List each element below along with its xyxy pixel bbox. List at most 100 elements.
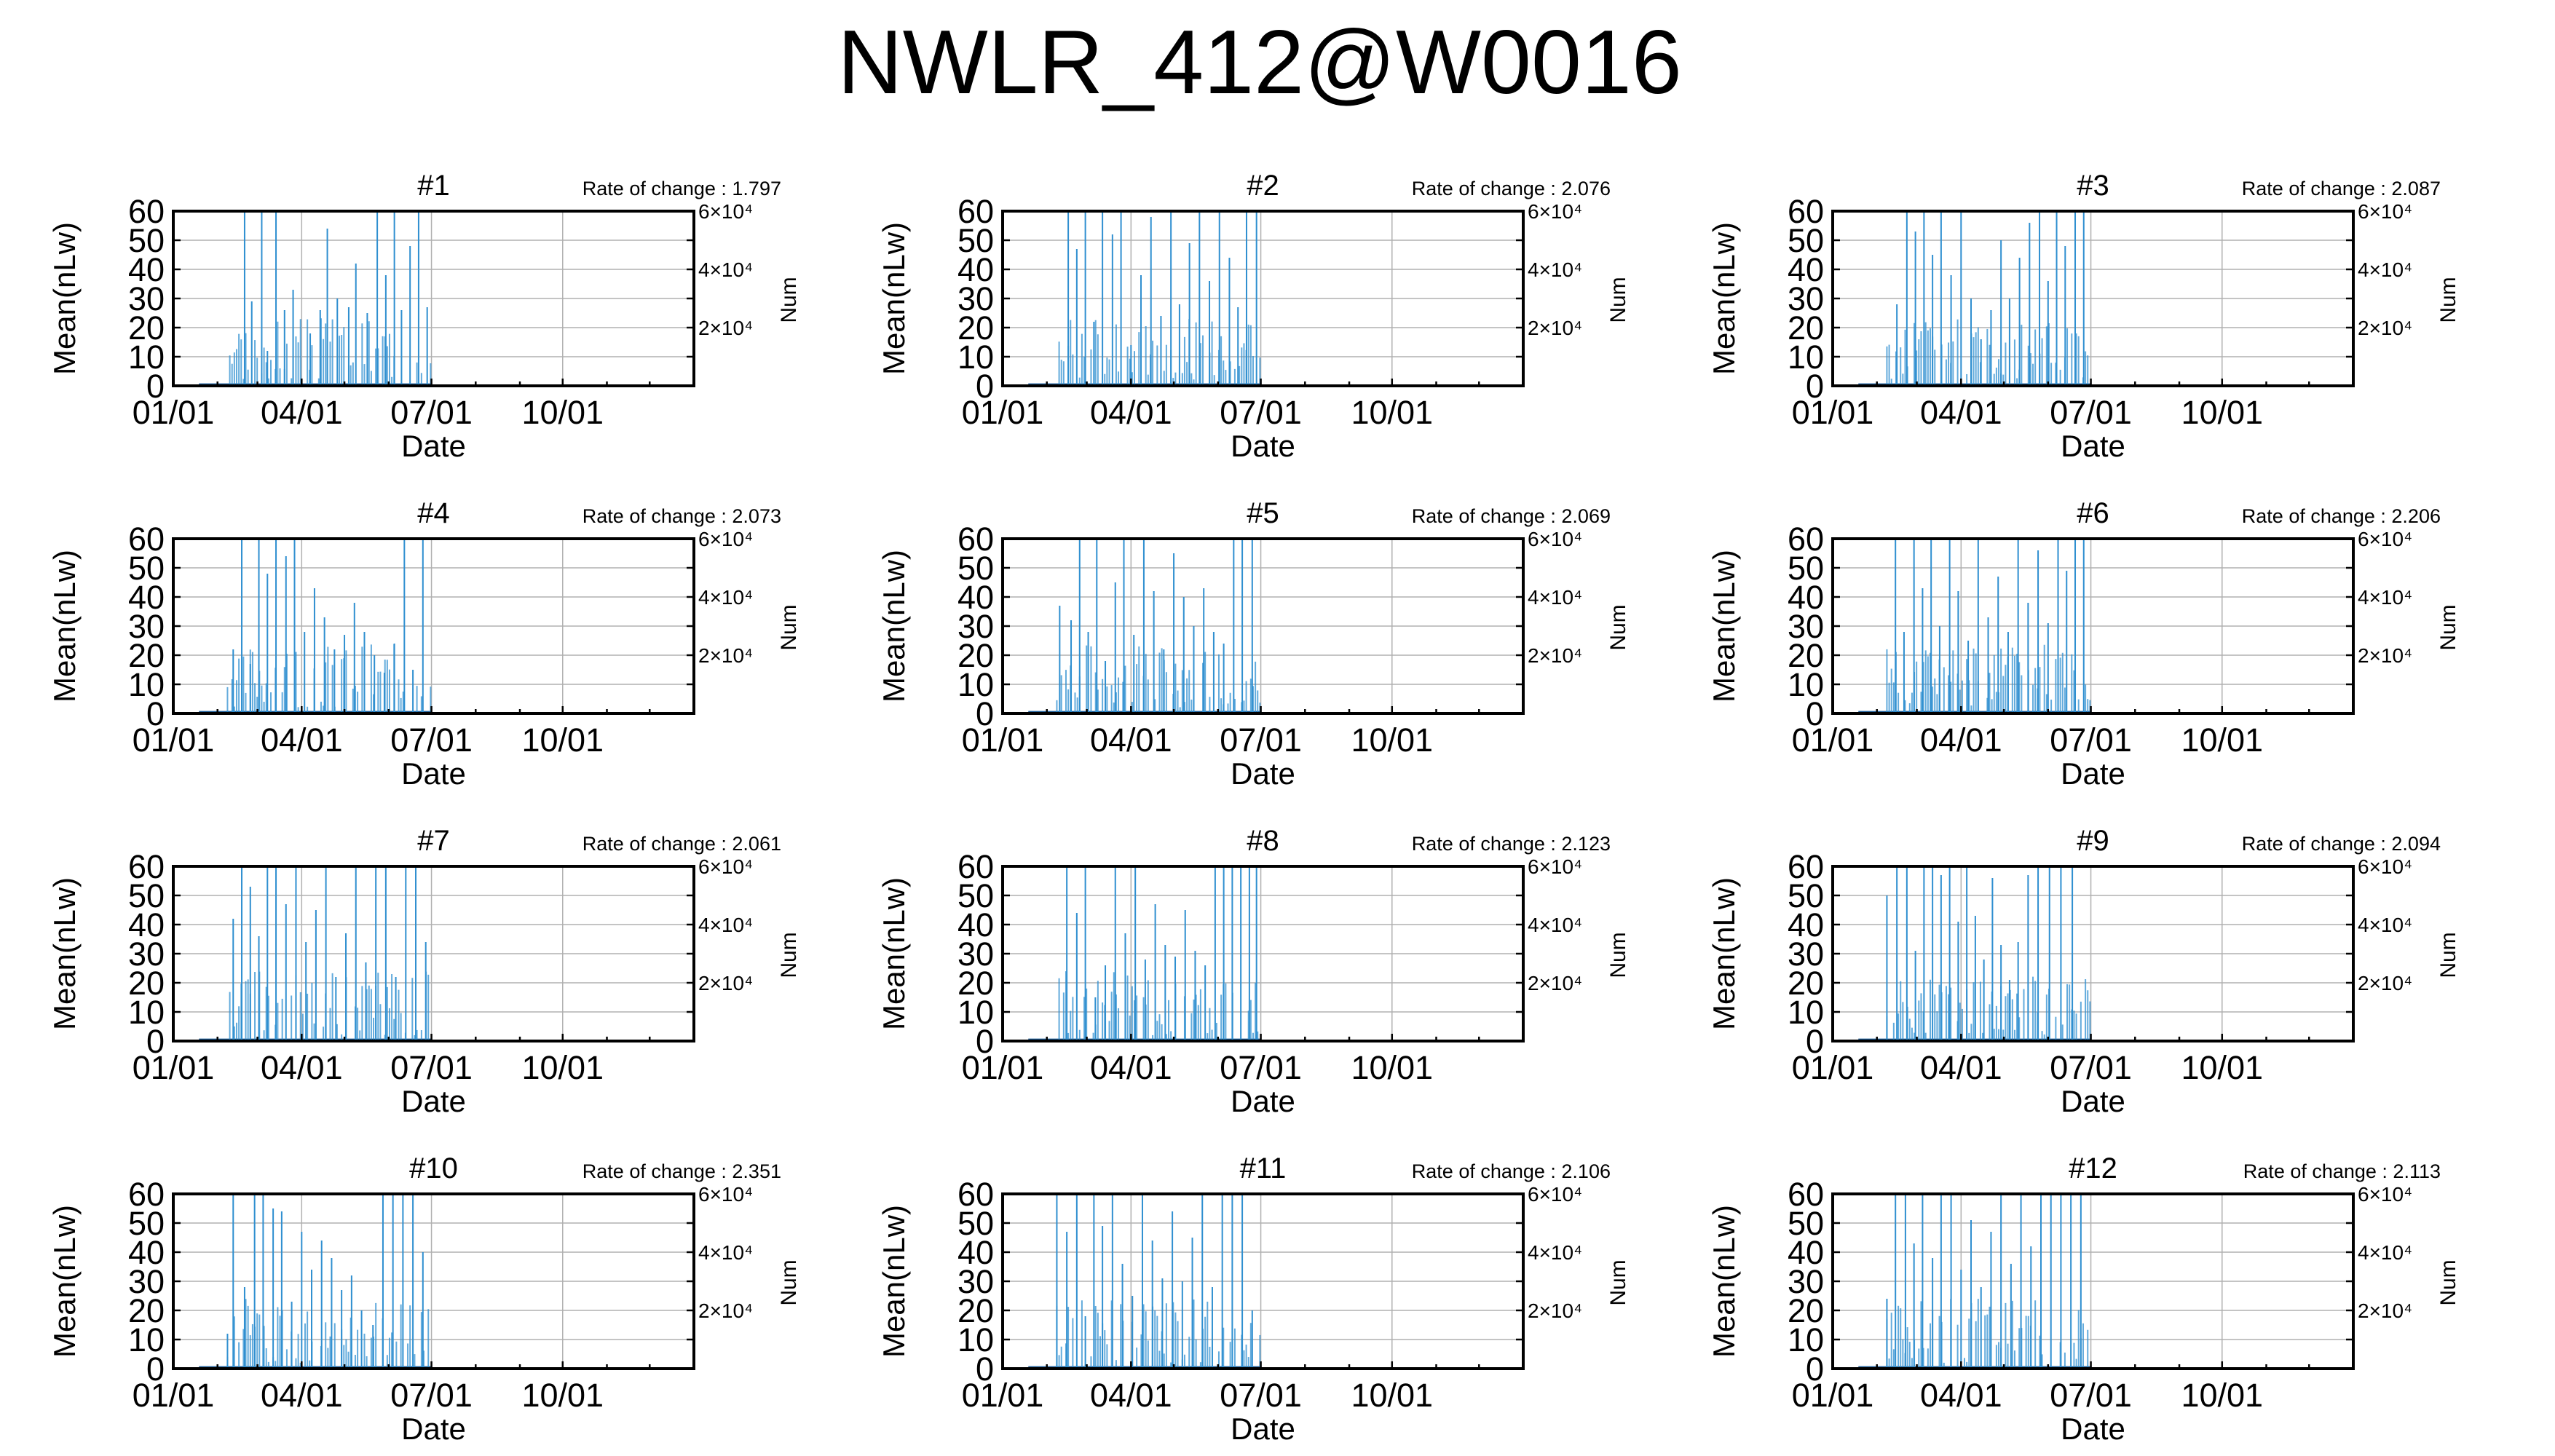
y-tick-label: 30: [957, 608, 994, 645]
y-tick-label: 0: [146, 1350, 165, 1388]
y-tick-label: 30: [128, 935, 165, 973]
y2-tick-label: 2×10⁴: [2358, 644, 2412, 667]
y2-tick-label: 2×10⁴: [1528, 317, 1582, 339]
y-tick-label: 60: [957, 521, 994, 558]
x-tick-label: 07/01: [1220, 721, 1302, 759]
y-tick-label: 10: [128, 339, 165, 376]
x-tick-label: 04/01: [1090, 1049, 1172, 1086]
x-tick-label: 01/01: [962, 1377, 1044, 1414]
y-tick-label: 0: [146, 368, 165, 405]
x-axis-label: Date: [401, 429, 466, 463]
y-tick-label: 50: [128, 1205, 165, 1242]
y2-tick-label: 6×10⁴: [2358, 200, 2412, 223]
x-tick-label: 04/01: [1920, 394, 2002, 431]
y2-tick-label: 6×10⁴: [698, 200, 753, 223]
minor-spikes: [1056, 645, 1261, 713]
x-tick-label: 04/01: [261, 394, 343, 431]
x-tick-label: 10/01: [2181, 394, 2263, 431]
y-tick-label: 60: [128, 848, 165, 885]
y-tick-label: 60: [1788, 1176, 1824, 1213]
y-tick-label: 10: [957, 339, 994, 376]
y2-axis-label: Num: [1606, 604, 1630, 650]
rate-of-change-label: Rate of change : 2.123: [1412, 833, 1611, 855]
y-tick-label: 60: [1788, 848, 1824, 885]
y-tick-label: 20: [128, 965, 165, 1002]
y-tick-label: 20: [957, 309, 994, 347]
rate-of-change-label: Rate of change : 2.094: [2242, 833, 2441, 855]
y2-tick-label: 6×10⁴: [1528, 855, 1582, 878]
y-tick-label: 40: [957, 251, 994, 288]
x-tick-label: 10/01: [521, 1049, 604, 1086]
y-tick-label: 30: [957, 1263, 994, 1300]
y-tick-label: 40: [128, 251, 165, 288]
x-tick-label: 07/01: [2050, 1377, 2132, 1414]
x-axis-label: Date: [1231, 1084, 1295, 1118]
x-tick-label: 10/01: [1351, 1049, 1433, 1086]
x-tick-label: 01/01: [962, 394, 1044, 431]
rate-of-change-label: Rate of change : 2.113: [2243, 1160, 2441, 1182]
y-tick-label: 40: [128, 579, 165, 616]
x-axis-label: Date: [1231, 429, 1295, 463]
y-tick-label: 0: [1806, 1023, 1824, 1060]
y-tick-label: 30: [1788, 935, 1824, 973]
y2-axis-label: Num: [777, 277, 801, 323]
rate-of-change-label: Rate of change : 2.076: [1412, 178, 1611, 199]
y-axis-label: Mean(nLw): [1707, 877, 1741, 1030]
y-tick-label: 40: [1788, 579, 1824, 616]
y-tick-label: 30: [128, 608, 165, 645]
y-tick-label: 30: [957, 935, 994, 973]
x-tick-label: 04/01: [261, 1049, 343, 1086]
panel-title: #4: [417, 497, 450, 529]
panel-title: #8: [1247, 825, 1279, 857]
x-tick-label: 07/01: [2050, 394, 2132, 431]
y2-tick-label: 2×10⁴: [2358, 317, 2412, 339]
x-axis-label: Date: [401, 756, 466, 791]
y-tick-label: 50: [1788, 1205, 1824, 1242]
x-tick-label: 01/01: [1792, 1049, 1874, 1086]
y2-axis-label: Num: [777, 932, 801, 978]
y2-tick-label: 4×10⁴: [698, 914, 753, 936]
y2-tick-label: 2×10⁴: [2358, 1299, 2412, 1322]
y2-tick-label: 4×10⁴: [2358, 258, 2412, 281]
y-axis-label: Mean(nLw): [47, 222, 82, 375]
y-axis-label: Mean(nLw): [877, 550, 911, 703]
y-tick-label: 0: [976, 1350, 994, 1388]
y-tick-label: 50: [1788, 877, 1824, 914]
x-tick-label: 10/01: [2181, 1377, 2263, 1414]
y-tick-label: 30: [128, 1263, 165, 1300]
y-tick-label: 20: [957, 965, 994, 1002]
y2-tick-label: 4×10⁴: [1528, 258, 1582, 281]
y2-tick-label: 2×10⁴: [698, 972, 753, 994]
x-tick-label: 04/01: [1090, 394, 1172, 431]
x-tick-label: 07/01: [1220, 1049, 1302, 1086]
panel-title: #6: [2077, 497, 2109, 529]
y-tick-label: 0: [146, 1023, 165, 1060]
panel-title: #1: [417, 170, 450, 202]
y2-tick-label: 4×10⁴: [698, 258, 753, 281]
y-tick-label: 40: [1788, 906, 1824, 943]
y-tick-label: 30: [957, 280, 994, 317]
y-tick-label: 30: [1788, 608, 1824, 645]
y2-tick-label: 2×10⁴: [698, 1299, 753, 1322]
y-tick-label: 60: [957, 193, 994, 230]
rate-of-change-label: Rate of change : 2.087: [2242, 178, 2441, 199]
x-tick-label: 10/01: [521, 394, 604, 431]
x-tick-label: 01/01: [1792, 394, 1874, 431]
x-tick-label: 04/01: [1090, 721, 1172, 759]
x-tick-label: 04/01: [1090, 1377, 1172, 1414]
y2-tick-label: 6×10⁴: [1528, 200, 1582, 223]
x-tick-label: 10/01: [2181, 721, 2263, 759]
x-tick-label: 07/01: [1220, 394, 1302, 431]
panel-title: #7: [417, 825, 450, 857]
y-tick-label: 10: [957, 666, 994, 703]
y-tick-label: 20: [957, 637, 994, 674]
rate-of-change-label: Rate of change : 2.351: [583, 1160, 781, 1182]
y2-tick-label: 2×10⁴: [698, 317, 753, 339]
rate-of-change-label: Rate of change : 2.069: [1412, 505, 1611, 527]
panel-title: #3: [2077, 170, 2109, 202]
y-tick-label: 40: [957, 1234, 994, 1271]
y-tick-label: 40: [128, 906, 165, 943]
rate-of-change-label: Rate of change : 2.073: [583, 505, 781, 527]
